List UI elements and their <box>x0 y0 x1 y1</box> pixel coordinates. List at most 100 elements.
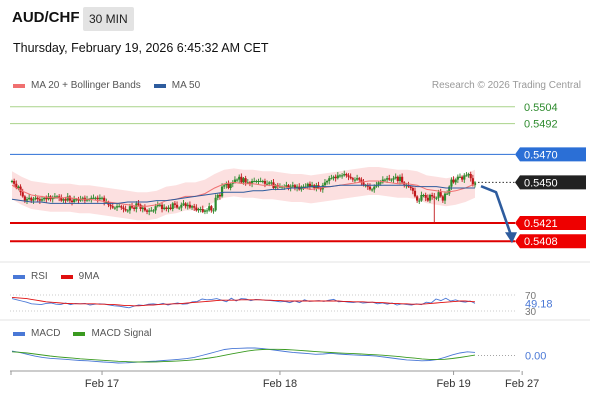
candle-body <box>433 196 436 198</box>
candle-body <box>122 207 125 209</box>
candle-body <box>293 185 297 188</box>
candle-body <box>64 199 67 201</box>
candle-body <box>15 183 18 188</box>
candle-body <box>388 178 391 180</box>
candle-body <box>40 199 44 201</box>
candle-body <box>62 199 65 201</box>
candle-body <box>330 178 333 180</box>
candle-body <box>306 183 309 187</box>
candle-body <box>270 182 273 184</box>
candle-body <box>158 204 162 206</box>
candle-body <box>332 176 335 179</box>
candle-body <box>353 179 357 181</box>
candle-body <box>424 195 427 198</box>
forecast-arrow-line <box>480 184 513 236</box>
candle-body <box>73 199 76 202</box>
price-tag-text-0.5492: 0.5492 <box>524 119 558 131</box>
candle-body <box>92 197 95 199</box>
candle-body <box>278 186 282 188</box>
forecast-arrow-head <box>505 232 517 244</box>
candle-body <box>216 195 219 198</box>
ma20-legend-label: MA 20 + Bollinger Bands <box>31 80 141 91</box>
x-label-Feb-19: Feb 19 <box>436 378 470 390</box>
candle-body <box>137 203 140 205</box>
candle-body <box>291 185 294 187</box>
candle-body <box>145 210 149 212</box>
macd-swatch <box>13 331 25 336</box>
rsi-series-9MA <box>11 296 476 307</box>
candle-body <box>13 181 16 184</box>
candle-body <box>133 207 136 209</box>
candle-body <box>268 182 271 184</box>
candle-body <box>407 185 410 187</box>
candle-body <box>431 195 434 197</box>
candle-body <box>383 179 387 181</box>
price-tag-text-0.5470: 0.5470 <box>524 149 558 161</box>
candle-body <box>461 176 464 180</box>
timeframe-badge[interactable]: 30 MIN <box>83 7 134 31</box>
candle-body <box>175 204 179 208</box>
ma50-legend-label: MA 50 <box>171 80 201 91</box>
candle-body <box>96 197 99 200</box>
candle-body <box>220 186 224 197</box>
candle-body <box>190 206 194 208</box>
candle-body <box>411 188 414 191</box>
candle-body <box>452 179 455 183</box>
candle-body <box>103 197 106 202</box>
x-label-Feb-27: Feb 27 <box>505 378 539 390</box>
candle-body <box>334 176 337 179</box>
candle-body <box>437 192 440 198</box>
candle-body <box>471 178 474 186</box>
candles-layer <box>10 170 477 223</box>
candle-body <box>21 192 24 197</box>
candle-body <box>325 181 329 183</box>
candle-body <box>229 183 232 188</box>
candle-body <box>351 178 354 180</box>
candle-body <box>197 209 200 211</box>
candle-body <box>143 207 146 211</box>
candle-body <box>186 204 189 207</box>
candle-body <box>257 181 260 182</box>
candle-body <box>250 181 254 184</box>
candle-body <box>368 186 372 190</box>
rsi-legend-label: RSI <box>31 271 48 282</box>
candle-body <box>426 197 429 201</box>
currency-pair-title: AUD/CHF <box>12 9 80 26</box>
candle-body <box>124 209 127 211</box>
candle-body <box>85 199 89 201</box>
price-tag-0.5470 <box>515 147 586 162</box>
price-tag-text-0.5408: 0.5408 <box>524 236 558 248</box>
candle-body <box>435 197 438 199</box>
candle-body <box>233 179 237 183</box>
candle-body <box>19 186 22 193</box>
candle-body <box>118 206 121 208</box>
time-axis-layer: Feb 17 Feb 18 Feb 19 Feb 27 <box>10 371 539 390</box>
candle-body <box>70 200 74 202</box>
candle-body <box>371 189 374 191</box>
price-legend: MA 20 + Bollinger Bands MA 50 <box>13 80 200 91</box>
candle-body <box>120 206 123 208</box>
candle-body <box>58 196 61 198</box>
candle-body <box>390 179 393 181</box>
candle-body <box>253 181 256 182</box>
candle-body <box>203 210 207 212</box>
candle-body <box>173 203 177 205</box>
candle-body <box>465 175 468 177</box>
candle-body <box>66 196 69 201</box>
candle-body <box>32 199 35 201</box>
candle-body <box>373 186 376 190</box>
candle-body <box>115 206 119 208</box>
candle-body <box>394 176 397 179</box>
candle-body <box>343 174 346 176</box>
candle-body <box>113 207 116 209</box>
forecast-arrow-layer <box>480 184 517 244</box>
candle-body <box>163 207 166 209</box>
candle-body <box>109 204 112 207</box>
candle-body <box>443 193 447 201</box>
candle-body <box>263 181 267 184</box>
x-label-Feb-18: Feb 18 <box>263 378 297 390</box>
candle-body <box>165 207 168 209</box>
price-tag-text-0.5421: 0.5421 <box>524 218 558 230</box>
candle-body <box>328 178 331 181</box>
candle-body <box>38 199 41 201</box>
